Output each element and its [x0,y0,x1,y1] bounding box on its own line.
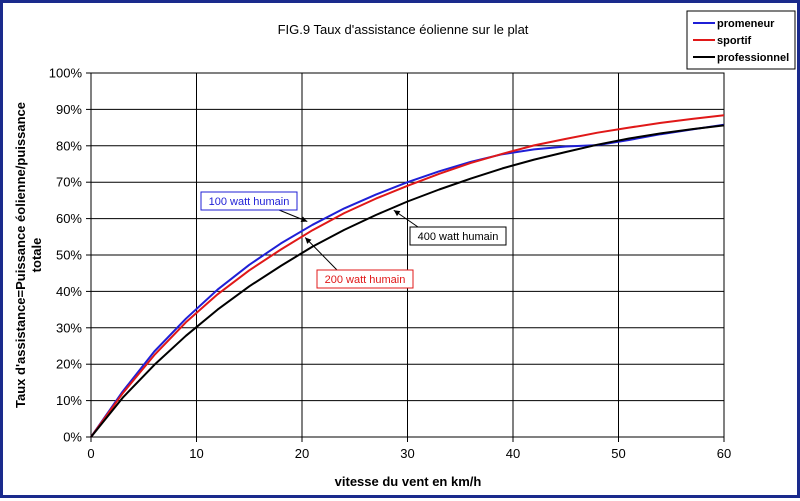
plot-border [90,72,725,438]
x-tick-label: 0 [87,446,94,461]
legend-label-professionnel: professionnel [717,52,789,64]
annotation-label: 400 watt humain [418,231,499,243]
x-tick-label: 30 [400,446,414,461]
y-tick-label: 70% [56,175,82,190]
x-axis-label: vitesse du vent en km/h [335,474,482,489]
y-tick-label: 60% [56,211,82,226]
y-tick-label: 80% [56,138,82,153]
x-tick-label: 50 [611,446,625,461]
annotation-arrowhead [393,210,401,217]
annotation-arrow-line [304,237,338,271]
x-tick-label: 10 [189,446,203,461]
y-tick-label: 100% [49,66,83,81]
annotations: 100 watt humain 200 watt humain 400 watt h… [200,191,507,289]
annotation-box [316,269,414,289]
series-lines [90,114,725,438]
annotation-label: 100 watt humain [209,196,290,208]
series-line-professionnel [90,124,725,438]
y-axis-label-line-2: totale [29,238,44,273]
y-tick-label: 40% [56,284,82,299]
chart-title: FIG.9 Taux d'assistance éolienne sur le … [278,22,529,37]
legend-label-sportif: sportif [717,35,752,47]
tick-labels: 0% 10% 20% 30% 40% 50% 60% 70% 80% 90% 100% 0 10 20 30… [49,66,731,462]
legend: promeneur sportif professionnel [686,10,796,70]
annotation-box [200,191,298,211]
series-line-sportif [90,114,725,438]
y-tick-label: 30% [56,320,82,335]
y-axis-label-line-1: Taux d'assistance=Puissance éolienne/pui… [13,102,28,408]
y-axis-label: Taux d'assistance=Puissance éolienne/pui… [13,102,44,408]
y-tick-label: 20% [56,357,82,372]
annotation-arrowhead [305,237,312,244]
annotation-box [409,226,507,246]
y-tick-label: 0% [63,430,82,445]
axes [86,72,725,442]
y-tick-label: 10% [56,393,82,408]
legend-label-promeneur: promeneur [717,18,775,30]
x-tick-label: 20 [295,446,309,461]
x-tick-label: 40 [506,446,520,461]
y-tick-label: 90% [56,102,82,117]
series-line-promeneur [90,123,725,438]
x-tick-label: 60 [717,446,731,461]
annotation-arrowhead [300,216,308,223]
annotation-label: 200 watt humain [325,274,406,286]
y-tick-label: 50% [56,248,82,263]
line-chart: 0% 10% 20% 30% 40% 50% 60% 70% 80% 90% 100% 0 10 20 30… [13,10,796,489]
